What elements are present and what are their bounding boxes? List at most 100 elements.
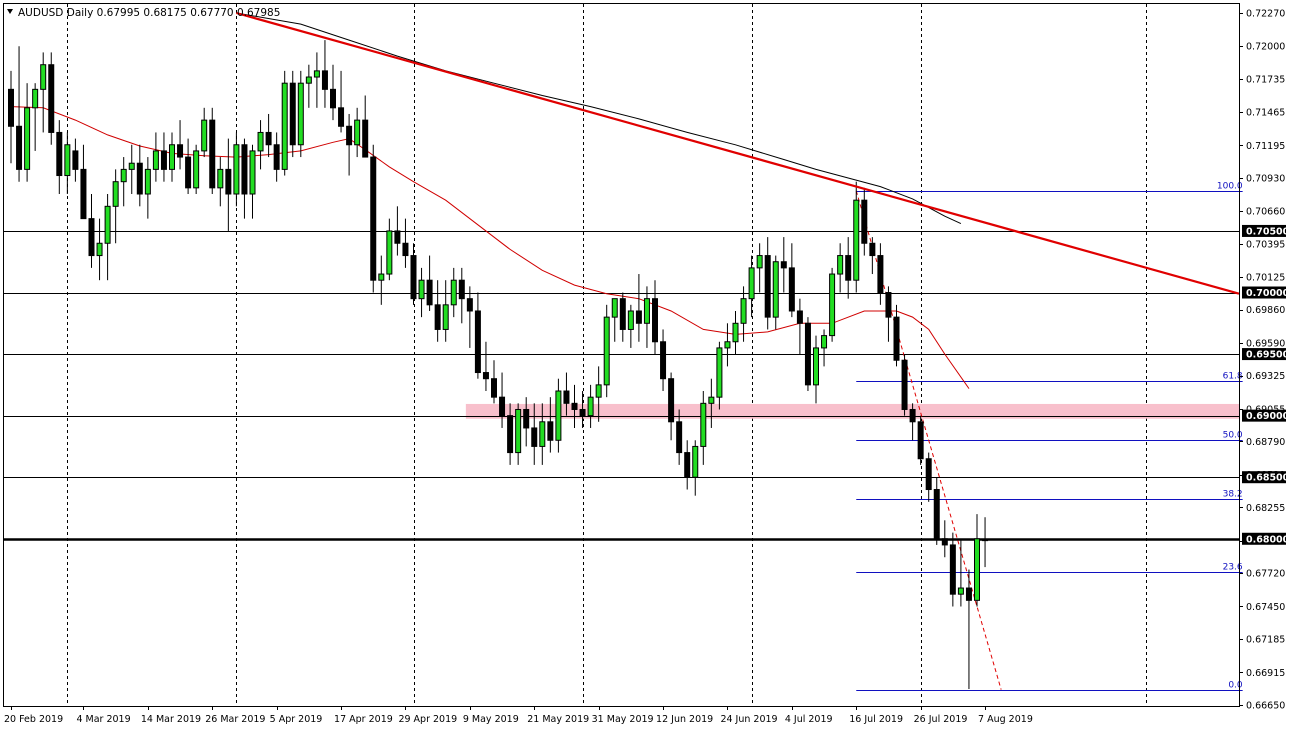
fib-level-label-3: 38.2 — [1223, 490, 1243, 500]
support-zone — [465, 403, 1240, 419]
trendline — [236, 11, 1240, 295]
candle-57 — [466, 286, 473, 348]
candle-20 — [169, 132, 175, 182]
candle-96 — [780, 237, 787, 293]
candle-body-90 — [732, 322, 739, 343]
candle-17 — [144, 157, 151, 219]
candle-62 — [507, 403, 514, 465]
y-tick-label-20: 0.66915 — [1246, 668, 1285, 679]
candle-layer — [8, 40, 989, 689]
candle-body-76 — [619, 298, 626, 330]
candle-body-96 — [780, 261, 787, 269]
candle-14 — [120, 157, 127, 207]
candle-body-27 — [225, 168, 232, 195]
candle-body-108 — [877, 255, 884, 294]
candle-body-97 — [788, 267, 795, 312]
candle-97 — [788, 243, 795, 318]
candle-29 — [241, 138, 248, 219]
candle-81 — [660, 329, 667, 392]
candle-30 — [249, 144, 256, 219]
candle-16 — [136, 144, 143, 207]
x-axis: 20 Feb 2019 4 Mar 2019 14 Mar 2019 26 Mar 2… — [4, 706, 1033, 725]
moving-average-slow — [236, 12, 962, 225]
candle-19 — [160, 132, 167, 182]
candle-body-28 — [233, 144, 240, 195]
candle-body-48 — [394, 230, 401, 244]
level-price-label-3: 0.69000 — [1246, 411, 1290, 422]
candle-body-56 — [458, 279, 465, 300]
candle-body-92 — [748, 267, 755, 300]
candle-body-47 — [386, 230, 393, 275]
candle-body-61 — [499, 396, 506, 417]
candle-67 — [547, 397, 554, 453]
candle-body-89 — [724, 341, 731, 349]
y-tick-label-21: 0.66650 — [1246, 701, 1285, 712]
candle-86 — [700, 391, 707, 465]
x-tick-label-15: 7 Aug 2019 — [978, 714, 1033, 725]
candle-25 — [209, 107, 216, 195]
y-tick-label-1: 0.72000 — [1246, 42, 1285, 53]
candle-body-70 — [571, 402, 578, 410]
candle-32 — [265, 113, 272, 158]
y-tick-label-8: 0.70125 — [1246, 273, 1285, 284]
y-tick-label-17: 0.67720 — [1246, 569, 1285, 580]
candle-body-20 — [169, 144, 175, 170]
candle-body-82 — [668, 378, 675, 423]
candle-body-75 — [611, 298, 618, 318]
candle-body-60 — [491, 378, 497, 398]
candle-body-44 — [362, 119, 369, 158]
candle-body-111 — [901, 359, 908, 410]
candle-112 — [909, 403, 916, 441]
candle-99 — [804, 317, 811, 392]
candle-11 — [96, 218, 103, 281]
y-tick-label-3: 0.71465 — [1246, 108, 1285, 119]
candle-body-104 — [845, 255, 852, 281]
candle-body-103 — [837, 255, 844, 275]
header-close: 0.67985 — [237, 7, 280, 19]
candle-107 — [869, 237, 876, 275]
candle-12 — [104, 194, 111, 281]
candle-body-118 — [957, 587, 964, 595]
candle-102 — [829, 267, 836, 342]
candle-body-40 — [330, 88, 336, 109]
candle-body-66 — [539, 421, 546, 447]
x-tick-label-13: 16 Jul 2019 — [849, 714, 903, 725]
y-tick-label-2: 0.71735 — [1246, 74, 1285, 85]
candle-79 — [643, 286, 650, 348]
candle-41 — [338, 70, 345, 133]
candle-body-77 — [627, 310, 634, 330]
candle-body-55 — [450, 279, 457, 306]
candle-2 — [24, 83, 31, 182]
candle-36 — [297, 70, 304, 158]
candle-body-23 — [193, 150, 200, 189]
candle-52 — [426, 255, 433, 311]
candle-103 — [837, 243, 844, 293]
candle-body-88 — [716, 347, 723, 398]
candle-115 — [933, 477, 940, 545]
candle-34 — [281, 70, 288, 176]
candle-body-8 — [72, 150, 79, 170]
x-tick-label-8: 21 May 2019 — [527, 714, 589, 725]
y-tick-label-7: 0.70395 — [1246, 239, 1285, 250]
candle-body-79 — [643, 298, 650, 324]
dropdown-triangle-icon[interactable] — [7, 9, 13, 14]
candle-body-102 — [829, 273, 836, 337]
candle-8 — [72, 138, 79, 182]
x-tick-label-9: 31 May 2019 — [592, 714, 654, 725]
candle-119 — [965, 569, 972, 689]
candle-80 — [652, 280, 658, 355]
y-tick-label-5: 0.70930 — [1246, 173, 1285, 184]
candle-43 — [354, 107, 361, 158]
candle-body-58 — [474, 310, 481, 374]
candle-body-116 — [941, 538, 948, 546]
candle-109 — [885, 286, 892, 342]
candle-body-105 — [853, 199, 860, 281]
candle-88 — [716, 341, 723, 410]
candle-10 — [88, 194, 95, 268]
y-tick-label-4: 0.71195 — [1246, 141, 1285, 152]
candle-64 — [523, 397, 530, 447]
candle-72 — [587, 384, 594, 428]
candle-body-93 — [756, 255, 763, 269]
candle-body-112 — [909, 408, 916, 423]
